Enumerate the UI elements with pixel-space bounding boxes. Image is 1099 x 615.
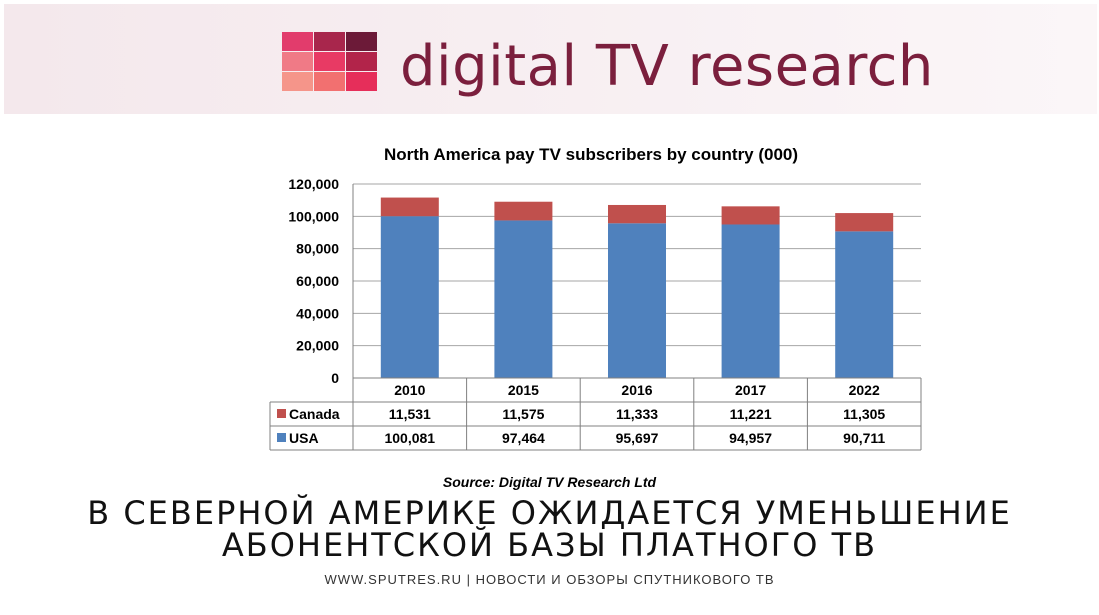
headline-line-1: В СЕВЕРНОЙ АМЕРИКЕ ОЖИДАЕТСЯ УМЕНЬШЕНИЕ xyxy=(87,494,1012,532)
y-tick-label: 40,000 xyxy=(296,305,339,321)
x-category-label: 2016 xyxy=(621,382,652,398)
data-label-canada: 11,531 xyxy=(389,406,431,422)
data-label-usa: 95,697 xyxy=(616,430,659,446)
y-tick-label: 20,000 xyxy=(296,338,339,354)
logo-tile xyxy=(282,72,313,91)
data-label-canada: 11,221 xyxy=(730,406,772,422)
y-tick-label: 120,000 xyxy=(288,176,339,192)
headline-line-2: АБОНЕНТСКОЙ БАЗЫ ПЛАТНОГО ТВ xyxy=(221,526,878,564)
bar-usa-2010 xyxy=(380,216,439,378)
brand-logo-icon xyxy=(282,32,377,91)
logo-tile xyxy=(346,72,377,91)
footer-site-link[interactable]: WWW.SPUTRES.RU | НОВОСТИ И ОБЗОРЫ СПУТНИ… xyxy=(324,572,775,587)
logo-tile xyxy=(314,32,345,51)
data-label-canada: 11,333 xyxy=(616,406,658,422)
logo-tile xyxy=(346,32,377,51)
data-label-canada: 11,575 xyxy=(502,406,544,422)
y-tick-label: 80,000 xyxy=(296,241,339,257)
logo-tile xyxy=(314,72,345,91)
brand-name: digital TV research xyxy=(400,34,934,99)
y-tick-label: 0 xyxy=(331,370,339,386)
headline: В СЕВЕРНОЙ АМЕРИКЕ ОЖИДАЕТСЯ УМЕНЬШЕНИЕ … xyxy=(0,497,1099,561)
subscribers-chart: North America pay TV subscribers by coun… xyxy=(269,145,922,451)
x-category-label: 2017 xyxy=(735,382,766,398)
data-label-canada: 11,305 xyxy=(843,406,885,422)
y-axis: 0 20,000 40,000 60,000 80,000 100,000 120,000 xyxy=(288,176,339,386)
x-category-label: 2010 xyxy=(394,382,425,398)
data-label-usa: 90,711 xyxy=(843,430,885,446)
legend-key-usa xyxy=(277,433,286,442)
data-label-usa: 97,464 xyxy=(502,430,545,446)
logo-tile xyxy=(282,32,313,51)
data-label-usa: 100,081 xyxy=(384,430,435,446)
y-tick-label: 100,000 xyxy=(288,208,339,224)
header-banner: digital TV research xyxy=(4,4,1097,114)
logo-tile xyxy=(282,52,313,71)
legend-label-usa: USA xyxy=(289,430,319,446)
bar-canada-2016 xyxy=(608,204,666,224)
bar-usa-2017 xyxy=(721,224,780,378)
data-table: 2010 2015 2016 2017 2022 Canada 11,531 11,575 11… xyxy=(269,377,922,451)
legend-label-canada: Canada xyxy=(289,406,340,422)
y-tick-label: 60,000 xyxy=(296,273,339,289)
logo-tile xyxy=(346,52,377,71)
bars xyxy=(380,197,894,378)
bar-usa-2016 xyxy=(608,223,666,378)
data-label-usa: 94,957 xyxy=(729,430,772,446)
bar-usa-2015 xyxy=(494,220,553,378)
logo-tile xyxy=(314,52,345,71)
chart-title: North America pay TV subscribers by coun… xyxy=(384,145,798,164)
bar-canada-2015 xyxy=(494,201,553,221)
bar-usa-2022 xyxy=(835,231,894,378)
legend-key-canada xyxy=(277,409,286,418)
bar-canada-2017 xyxy=(721,206,780,225)
bar-canada-2010 xyxy=(380,197,439,217)
chart-source: Source: Digital TV Research Ltd xyxy=(442,474,657,490)
x-category-label: 2022 xyxy=(849,382,880,398)
x-category-label: 2015 xyxy=(508,382,539,398)
bar-canada-2022 xyxy=(835,213,894,232)
